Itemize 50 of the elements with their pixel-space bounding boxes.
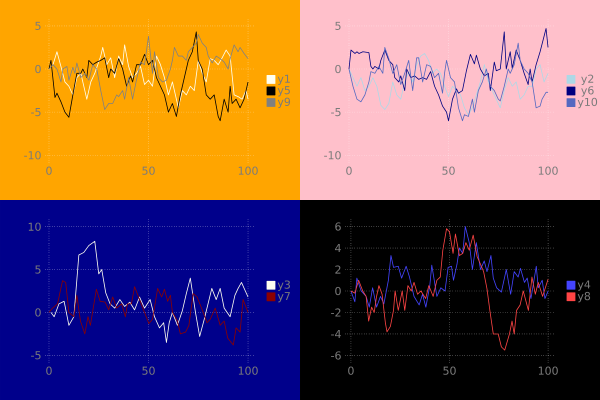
y-tick-label: -5	[31, 351, 41, 360]
y-tick-label: 0	[35, 308, 41, 317]
line-series	[50, 240, 248, 343]
x-tick-label: 50	[442, 166, 455, 175]
legend-label: y7	[278, 292, 290, 302]
line-series	[348, 42, 548, 122]
y-tick-label: 10	[28, 222, 41, 231]
y-tick-label: -4	[331, 330, 341, 338]
x-tick-label: 100	[538, 366, 558, 375]
line-series	[348, 53, 548, 116]
x-tick-label: 50	[142, 366, 155, 375]
legend-label: y6	[581, 86, 594, 97]
line-series	[350, 226, 549, 308]
y-tick-label: 5	[35, 266, 41, 274]
x-tick-label: 50	[443, 366, 456, 375]
y-tick-label: 0	[335, 286, 341, 296]
x-tick-label: 100	[538, 166, 558, 175]
y-tick-label: -6	[331, 351, 341, 360]
x-tick-label: 0	[346, 166, 352, 175]
line-series	[348, 28, 548, 122]
x-tick-label: 0	[348, 366, 354, 375]
y-tick-label: 0	[35, 64, 41, 74]
y-tick-label: -10	[324, 151, 341, 160]
legend-label: y10	[578, 98, 598, 108]
x-tick-label: 100	[238, 366, 258, 375]
y-tick-label: 5	[335, 22, 341, 30]
legend-label: y2	[581, 74, 594, 85]
legend-label: y8	[578, 292, 590, 302]
x-tick-label: 100	[238, 166, 258, 175]
legend-label: y4	[578, 280, 590, 291]
y-tick-label: -5	[331, 108, 341, 116]
x-tick-label: 50	[142, 166, 155, 175]
x-tick-label: 0	[46, 366, 52, 375]
y-tick-label: 4	[335, 244, 341, 252]
legend-label: y3	[278, 280, 290, 291]
y-tick-label: -2	[331, 308, 340, 317]
y-tick-label: 2	[335, 265, 340, 274]
line-series	[48, 280, 248, 346]
y-tick-label: -10	[24, 151, 41, 160]
line-series	[48, 34, 248, 110]
y-tick-label: 0	[335, 64, 341, 74]
y-tick-label: 6	[335, 222, 341, 231]
legend-label: y5	[278, 86, 290, 96]
y-tick-label: 5	[35, 22, 41, 30]
y-tick-label: -5	[31, 108, 41, 116]
legend-label: y9	[278, 98, 290, 108]
line-series	[48, 32, 248, 122]
x-tick-label: 0	[46, 166, 52, 175]
line-series	[350, 228, 549, 351]
legend-label: y1	[278, 74, 290, 85]
